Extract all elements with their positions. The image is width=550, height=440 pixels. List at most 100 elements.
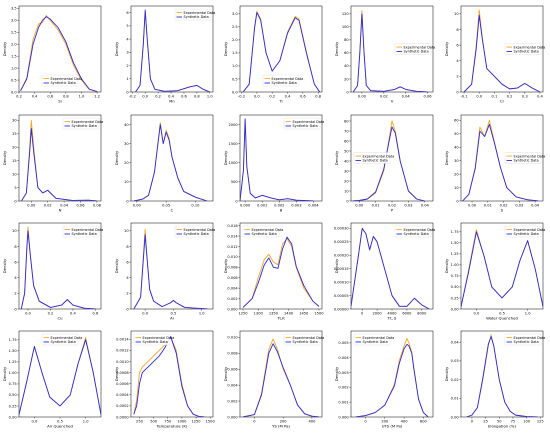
- x-tick-label: 1.0: [525, 311, 531, 315]
- y-tick-label: 0.006: [227, 276, 238, 280]
- y-tick-label: 0.010: [227, 336, 238, 340]
- experimental-data-line: [242, 238, 320, 308]
- subplot-20: 0 25 50 75 100 125 0.00 0.01 0.02 0.03 0.04 Elongat…: [444, 330, 546, 429]
- x-tick-label: 0.01: [484, 203, 492, 207]
- legend-box: [262, 74, 300, 87]
- subplot-14: 0 2000 4000 6000 8000 0.00000 0.00005 0.00010 0.…: [334, 222, 435, 321]
- legend-entry: Synthetic Data: [72, 124, 97, 128]
- y-tick-label: 2: [126, 64, 128, 68]
- x-tick-label: 2000: [373, 311, 383, 315]
- legend-box: [283, 333, 321, 346]
- y-axis-label: Density: [114, 150, 119, 165]
- x-tick-label: 0.6: [47, 94, 53, 98]
- legend-box: [353, 333, 391, 346]
- legend-entry: Synthetic Data: [514, 159, 539, 163]
- x-tick-label: 0.00: [133, 203, 142, 207]
- axes-frame: [18, 222, 102, 310]
- legend-entry: Synthetic Data: [143, 340, 168, 344]
- legend-entry: Synthetic Data: [72, 232, 97, 236]
- legend-entry: Experimental Data: [514, 336, 546, 340]
- synthetic-data-line: [20, 16, 98, 92]
- x-tick-label: 0.04: [60, 203, 69, 207]
- y-tick-label: 4: [126, 37, 129, 41]
- x-tick-label: 0.05: [162, 203, 170, 207]
- legend-entry: Experimental Data: [252, 228, 284, 232]
- y-tick-label: 20: [344, 179, 349, 183]
- series-group: [19, 337, 101, 415]
- synthetic-data-line: [133, 124, 208, 201]
- x-axis-label: UTS (M Pa): [382, 424, 403, 429]
- subplot-4: 0.00 0.02 0.04 0.06 0 20 40 60 80 100 120 V Density E…: [334, 5, 435, 104]
- x-tick-label: -0.1: [461, 94, 468, 98]
- legend-entry: Experimental Data: [184, 228, 216, 232]
- x-tick-label: 0.00: [27, 203, 36, 207]
- x-tick-label: 0.8: [63, 94, 69, 98]
- x-tick-label: 1000: [177, 419, 187, 423]
- axes-frame: [18, 114, 102, 202]
- y-axis-label: Density: [334, 366, 339, 381]
- y-tick-label: 0: [456, 90, 459, 94]
- x-tick-label: 0.6: [93, 311, 99, 315]
- x-tick-label: 0.02: [44, 203, 52, 207]
- x-tick-label: 750: [164, 419, 172, 423]
- subplot-1: 0.2 0.4 0.6 0.8 1.0 1.2 0.0 0.5 1.0 1.5 2.0 2.5 3.0 3…: [2, 5, 102, 104]
- x-tick-label: 0.06: [76, 203, 85, 207]
- x-tick-label: 0.03: [515, 203, 523, 207]
- y-tick-label: 0.0006: [116, 382, 129, 386]
- y-tick-label: 0: [126, 90, 129, 94]
- y-tick-label: 2.5: [11, 31, 17, 35]
- y-tick-label: 0.0: [11, 90, 17, 94]
- y-tick-label: 120: [342, 12, 350, 16]
- x-tick-label: 0.2: [507, 94, 513, 98]
- x-axis-label: Tt,K: [276, 316, 285, 321]
- legend-box: [504, 43, 542, 55]
- x-tick-label: 0.00: [355, 203, 364, 207]
- y-tick-label: 1.25: [9, 360, 17, 364]
- y-tick-label: 6: [14, 260, 17, 264]
- y-tick-label: 20: [12, 146, 17, 150]
- y-tick-label: 0.00010: [334, 280, 350, 284]
- series-group: [240, 118, 314, 201]
- legend-box: [41, 333, 79, 346]
- y-tick-label: 1.75: [451, 230, 459, 234]
- y-tick-label: 50: [454, 132, 459, 136]
- x-tick-label: 1.2: [94, 94, 100, 98]
- subplot-19: 0 200 400 600 0.000 0.001 0.002 0.003 0.004 0.005…: [334, 330, 434, 429]
- y-tick-label: 2: [126, 292, 128, 296]
- x-tick-label: 0.0: [142, 311, 148, 315]
- x-tick-label: 1450: [299, 311, 309, 315]
- x-axis-label: YS (M Pa): [272, 424, 290, 429]
- y-tick-label: 15: [12, 159, 17, 163]
- y-tick-label: 2: [14, 292, 16, 296]
- x-tick-label: 0.002: [274, 203, 284, 207]
- y-tick-label: 3.0: [11, 19, 17, 23]
- y-axis-label: Density: [334, 258, 339, 273]
- y-axis-label: Density: [444, 150, 449, 165]
- y-tick-label: 60: [344, 139, 349, 143]
- y-tick-label: 0.25: [9, 404, 17, 408]
- legend-entry: Synthetic Data: [272, 81, 297, 85]
- y-tick-label: 0.004: [227, 286, 238, 290]
- series-group: [21, 119, 97, 201]
- y-tick-label: 0: [235, 199, 238, 203]
- y-tick-label: 40: [454, 146, 459, 150]
- y-tick-label: 10: [344, 189, 349, 193]
- y-tick-label: 0.006: [227, 368, 238, 372]
- x-tick-label: 0.0: [474, 311, 480, 315]
- series-group: [352, 120, 425, 201]
- y-tick-label: 0: [14, 307, 17, 311]
- y-tick-label: 6: [456, 43, 459, 47]
- x-tick-label: 0.02: [388, 203, 396, 207]
- synthetic-data-line: [351, 227, 430, 309]
- legend-entry: Synthetic Data: [514, 340, 539, 344]
- synthetic-data-line: [133, 234, 208, 309]
- y-tick-label: 80: [344, 119, 349, 123]
- y-tick-label: 0.02: [451, 378, 459, 382]
- y-tick-label: 5: [14, 186, 16, 190]
- legend-entry: Synthetic Data: [363, 159, 388, 163]
- legend-box: [394, 43, 432, 55]
- x-tick-label: 0.03: [404, 203, 412, 207]
